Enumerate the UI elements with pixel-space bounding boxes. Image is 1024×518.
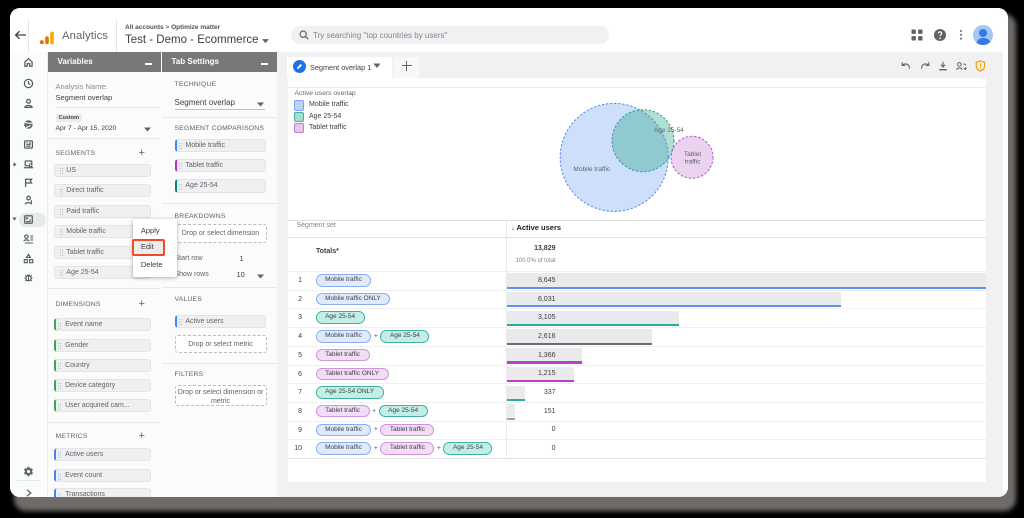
svg-text:Age 25-54: Age 25-54 <box>654 127 684 134</box>
svg-text:Mobile traffic: Mobile traffic <box>573 166 610 173</box>
svg-text:traffic: traffic <box>685 158 702 165</box>
svg-text:Tablet: Tablet <box>684 151 702 158</box>
